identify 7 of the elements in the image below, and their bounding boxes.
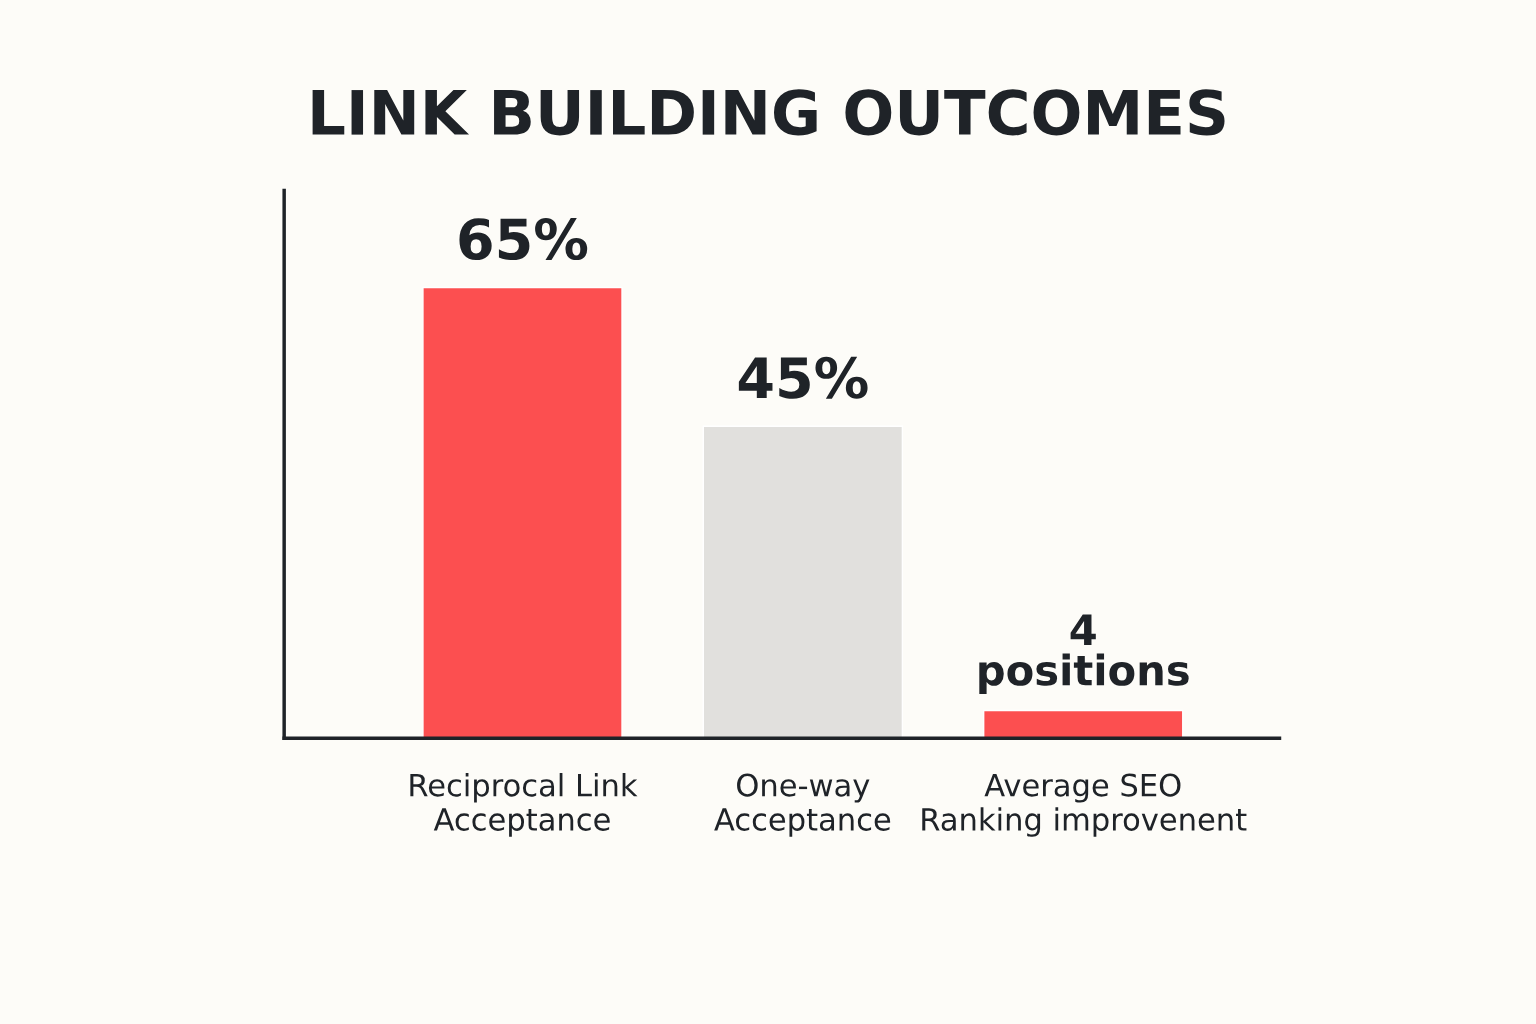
data-label: 65% <box>459 218 588 261</box>
data-label: 45% <box>738 356 868 399</box>
x-tick-label: One-way Acceptance <box>714 773 891 837</box>
data-label: 4 positions <box>979 614 1189 694</box>
x-tick-label: Average SEO Ranking improvenent <box>922 773 1247 837</box>
x-tick-label: Reciprocal Link Acceptance <box>410 773 638 837</box>
chart-title: LINK BUILDING OUTCOMES <box>312 89 1225 136</box>
